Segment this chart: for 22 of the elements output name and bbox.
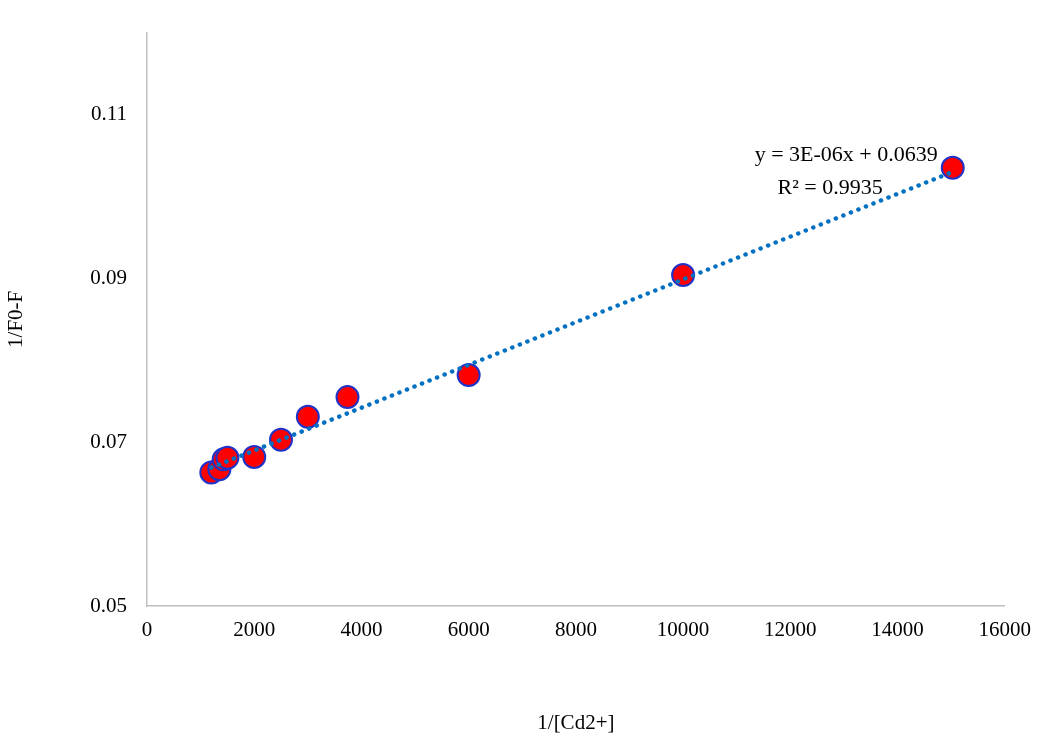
x-tick-label: 6000 bbox=[447, 617, 490, 642]
x-tick-label: 2000 bbox=[233, 617, 276, 642]
x-axis-title: 1/[Cd2+] bbox=[537, 709, 615, 734]
x-tick-label: 14000 bbox=[871, 617, 924, 642]
y-tick-label: 0.11 bbox=[91, 101, 127, 126]
y-tick-label: 0.07 bbox=[90, 428, 127, 453]
x-tick-label: 16000 bbox=[978, 617, 1031, 642]
x-tick-label: 8000 bbox=[554, 617, 597, 642]
point bbox=[335, 385, 360, 410]
x-tick-label: 4000 bbox=[340, 617, 383, 642]
x-tick-label: 12000 bbox=[764, 617, 817, 642]
point bbox=[295, 404, 320, 429]
point bbox=[940, 155, 965, 180]
point bbox=[242, 444, 267, 469]
x-tick-label: 10000 bbox=[656, 617, 710, 642]
x-tick-label: 0 bbox=[141, 617, 153, 642]
y-axis-title: 1/F0-F bbox=[3, 290, 28, 348]
point bbox=[456, 363, 481, 387]
y-tick-label: 0.09 bbox=[90, 264, 127, 289]
annotation: R² = 0.9935 bbox=[777, 174, 883, 200]
annotation: y = 3E-06x + 0.0639 bbox=[754, 141, 938, 167]
y-tick-label: 0.05 bbox=[90, 592, 127, 617]
